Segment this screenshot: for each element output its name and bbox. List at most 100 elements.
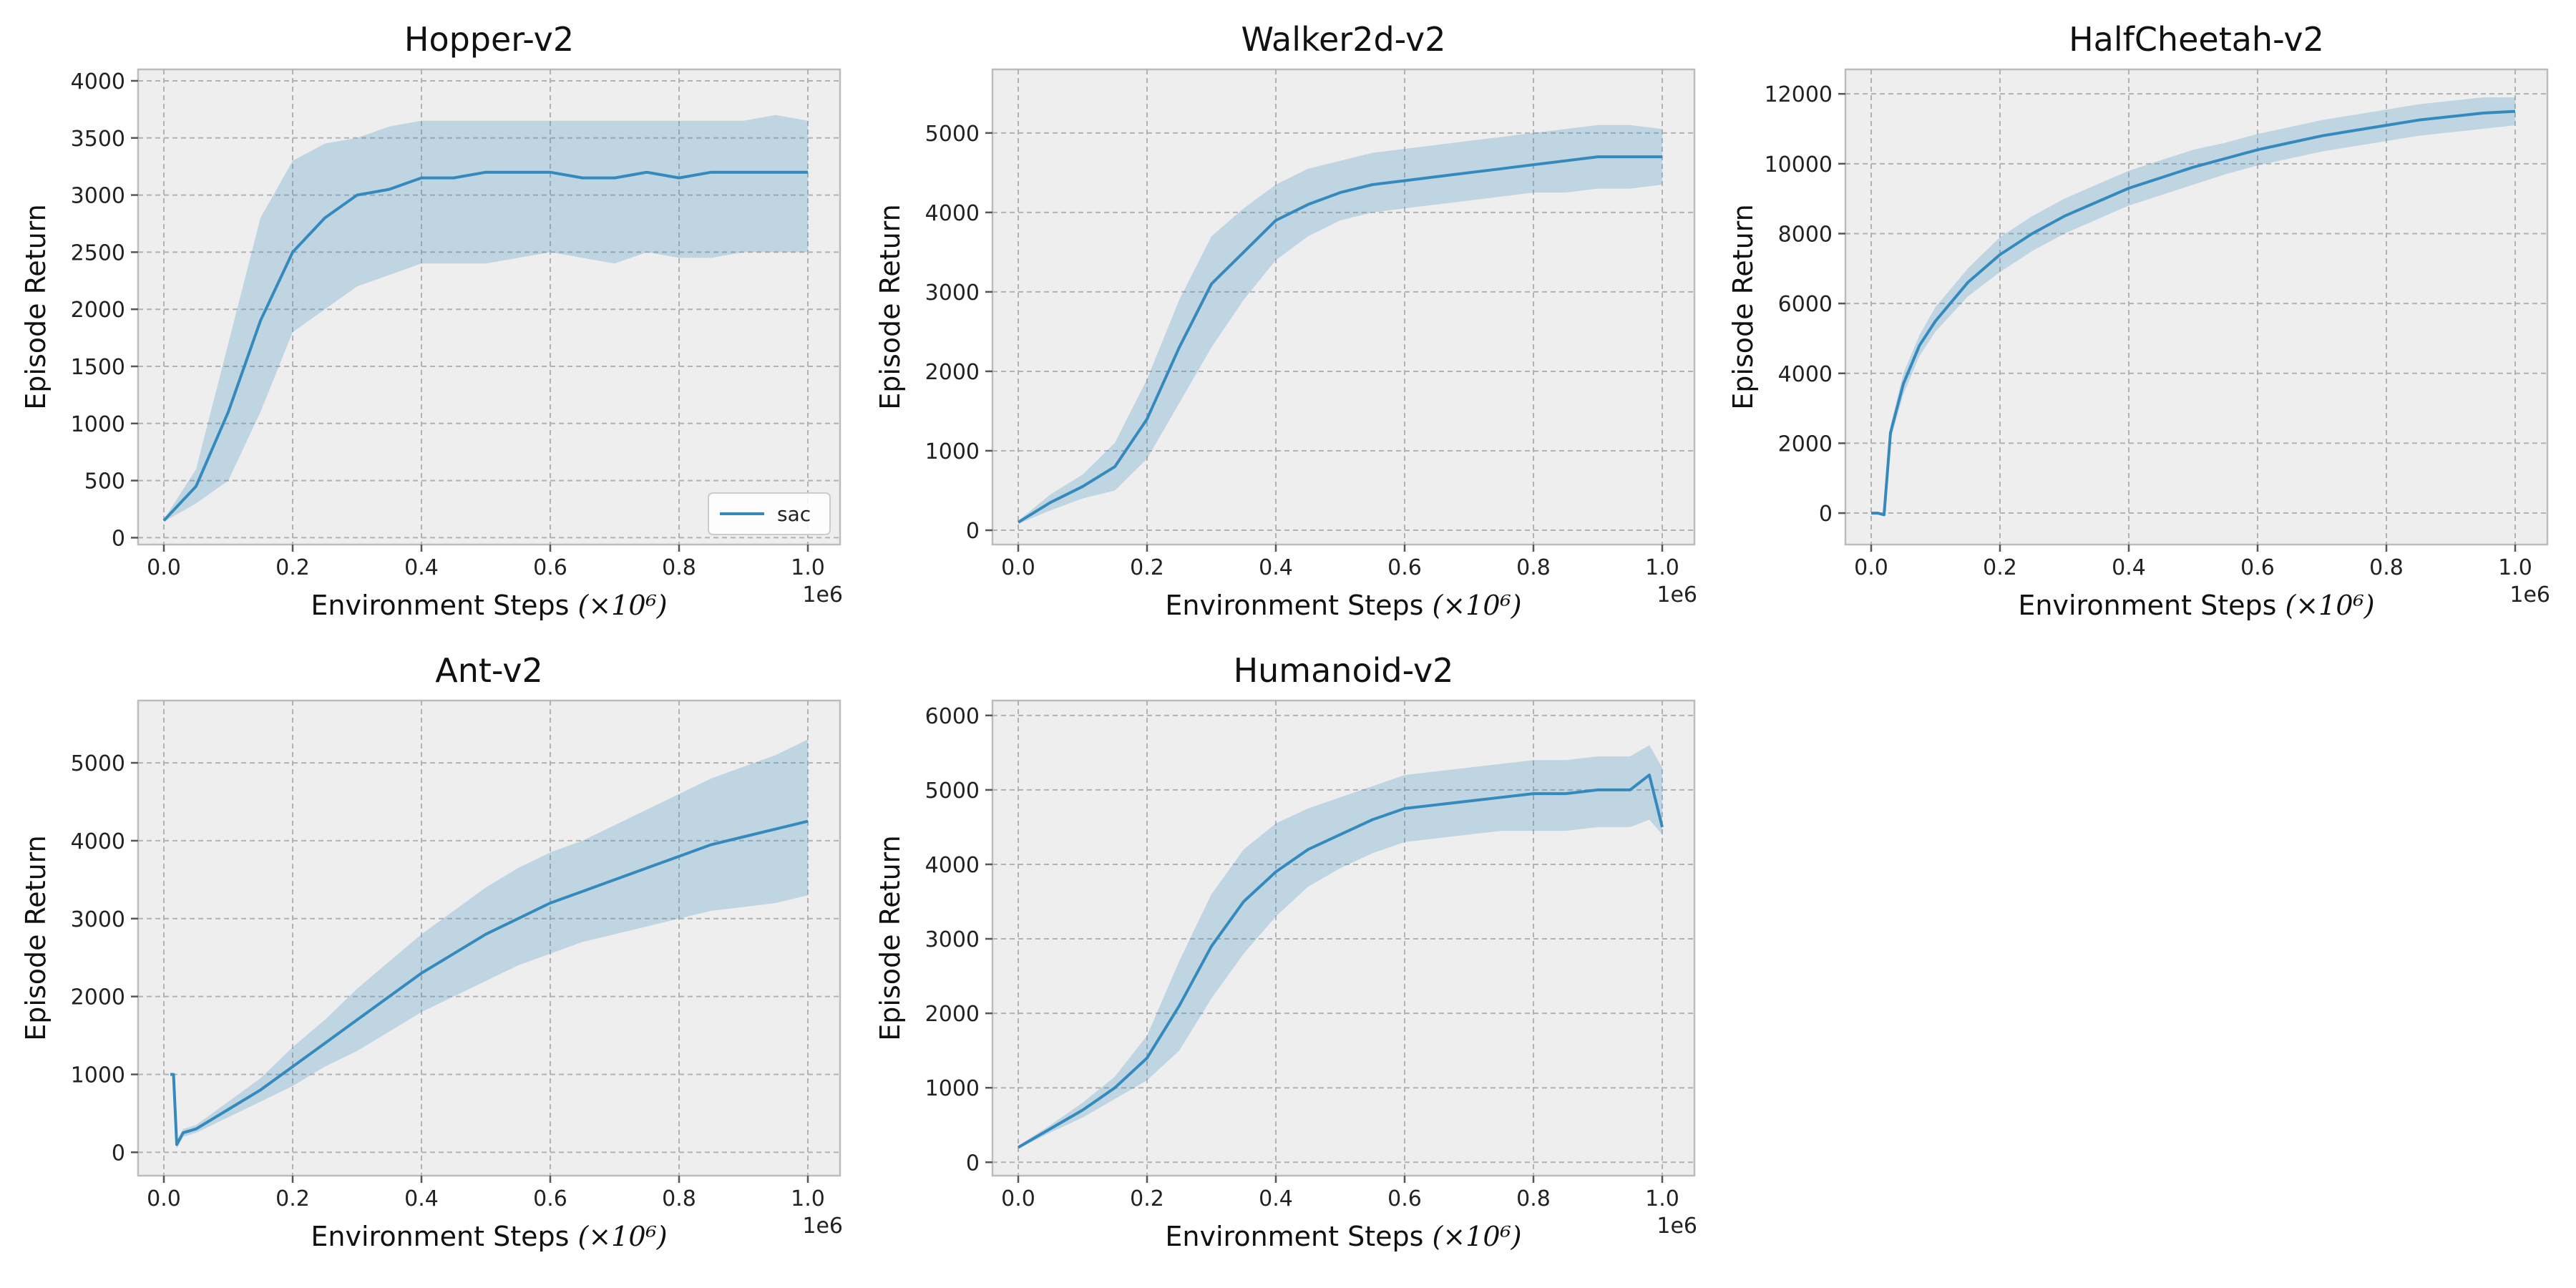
y-tick-label: 1000 [925, 439, 980, 464]
subplot-title: Humanoid-v2 [1234, 651, 1454, 690]
x-tick-label: 0.0 [147, 1186, 181, 1211]
x-tick-label: 0.0 [1001, 1186, 1035, 1211]
y-axis-label: Episode Return [20, 835, 52, 1040]
subplot-4: 0.0 0.2 0.4 0.6 0.8 1.0 0 1000 2000 3000 4000 5000 A… [20, 651, 843, 1252]
y-tick-label: 2000 [1778, 431, 1833, 457]
subplot-3: 0.0 0.2 0.4 0.6 0.8 1.0 0 2000 4000 6000 8000 10000… [1727, 20, 2550, 621]
x-tick-label: 0.4 [2112, 555, 2146, 580]
subplot-title: HalfCheetah-v2 [2069, 20, 2324, 59]
y-tick-label: 10000 [1765, 152, 1833, 177]
y-tick-label: 2000 [71, 298, 125, 323]
x-offset-label: 1e6 [1657, 1214, 1697, 1239]
y-axis-label: Episode Return [1727, 204, 1759, 409]
x-axis-label: Environment Steps (×10⁶) [1165, 1221, 1521, 1252]
y-tick-label: 2500 [71, 240, 125, 265]
x-tick-label: 0.8 [662, 555, 696, 580]
x-offset-label: 1e6 [2509, 582, 2550, 608]
x-axis-unit: (×10⁶) [578, 1221, 668, 1252]
series-sac-band [1018, 125, 1662, 525]
x-tick-label: 0.8 [662, 1186, 696, 1211]
x-axis-unit: (×10⁶) [1433, 590, 1522, 621]
x-offset-label: 1e6 [802, 582, 843, 608]
plot-area [137, 68, 841, 546]
subplot-5: 0.0 0.2 0.4 0.6 0.8 1.0 0 1000 2000 3000 4000 5000 6… [874, 651, 1697, 1252]
y-tick-label: 1000 [71, 1063, 125, 1088]
x-tick-label: 0.2 [275, 1186, 310, 1211]
plot-area [137, 699, 841, 1177]
x-tick-label: 0.0 [147, 555, 181, 580]
y-tick-label: 0 [1819, 502, 1833, 527]
y-tick-label: 3000 [71, 184, 125, 209]
x-tick-label: 0.6 [1387, 1186, 1422, 1211]
y-tick-label: 4000 [71, 69, 125, 94]
x-tick-label: 1.0 [791, 555, 825, 580]
plot-area [991, 699, 1696, 1177]
x-tick-label: 1.0 [791, 1186, 825, 1211]
y-tick-label: 0 [112, 1141, 125, 1166]
x-axis-label: Environment Steps (×10⁶) [1165, 590, 1521, 621]
x-tick-label: 0.4 [404, 1186, 439, 1211]
y-axis-label: Episode Return [874, 204, 906, 409]
x-tick-label: 1.0 [1645, 555, 1679, 580]
x-tick-label: 0.2 [1983, 555, 2017, 580]
y-tick-label: 6000 [925, 704, 980, 729]
y-tick-label: 0 [112, 526, 125, 551]
subplot-title: Ant-v2 [435, 651, 543, 690]
x-tick-label: 0.0 [1001, 555, 1035, 580]
legend-entry: sac [777, 502, 811, 526]
series-sac-band [1018, 745, 1662, 1149]
y-tick-label: 3000 [925, 280, 980, 306]
y-tick-label: 500 [84, 469, 125, 494]
x-tick-label: 0.2 [1130, 555, 1164, 580]
x-axis-unit: (×10⁶) [2285, 590, 2375, 621]
series-sac-band [1871, 97, 2515, 517]
x-axis-unit: (×10⁶) [1433, 1221, 1522, 1252]
x-offset-label: 1e6 [1657, 582, 1697, 608]
legend: sac [708, 492, 831, 535]
y-tick-label: 1000 [71, 412, 125, 437]
subplot-title: Hopper-v2 [404, 20, 574, 59]
x-axis-label: Environment Steps (×10⁶) [311, 590, 667, 621]
x-tick-label: 0.8 [1516, 555, 1551, 580]
y-tick-label: 5000 [71, 751, 125, 776]
x-tick-label: 0.4 [1259, 555, 1293, 580]
y-tick-label: 2000 [925, 360, 980, 385]
y-tick-label: 5000 [925, 779, 980, 804]
y-tick-label: 1000 [925, 1076, 980, 1101]
x-axis-label: Environment Steps (×10⁶) [311, 1221, 667, 1252]
y-tick-label: 0 [966, 1151, 980, 1176]
plot-area [991, 68, 1696, 546]
x-tick-label: 0.0 [1854, 555, 1888, 580]
y-tick-label: 3000 [925, 927, 980, 952]
series-sac-band [170, 739, 808, 1148]
x-tick-label: 0.8 [2369, 555, 2404, 580]
legend-box [708, 492, 831, 535]
x-tick-label: 1.0 [2498, 555, 2532, 580]
subplot-2: 0.0 0.2 0.4 0.6 0.8 1.0 0 1000 2000 3000 4000 5000 W… [874, 20, 1697, 621]
subplot-title: Walker2d-v2 [1241, 20, 1445, 59]
plot-area [1844, 68, 2549, 546]
x-offset-label: 1e6 [802, 1214, 843, 1239]
x-tick-label: 1.0 [1645, 1186, 1679, 1211]
x-tick-label: 0.6 [2240, 555, 2275, 580]
y-tick-label: 8000 [1778, 222, 1833, 247]
y-tick-label: 4000 [925, 853, 980, 878]
y-tick-label: 5000 [925, 122, 980, 147]
x-axis-label: Environment Steps (×10⁶) [2018, 590, 2374, 621]
y-tick-label: 0 [966, 519, 980, 544]
y-tick-label: 4000 [71, 829, 125, 854]
x-tick-label: 0.4 [404, 555, 439, 580]
subplot-1: 0.0 0.2 0.4 0.6 0.8 1.0 0 500 1000 1500 2000 2500 30… [20, 20, 843, 621]
series-sac-line [170, 819, 809, 1146]
x-tick-label: 0.4 [1259, 1186, 1293, 1211]
x-tick-label: 0.2 [275, 555, 310, 580]
y-tick-label: 1500 [71, 355, 125, 380]
y-tick-label: 3000 [71, 907, 125, 932]
x-tick-label: 0.8 [1516, 1186, 1551, 1211]
x-tick-label: 0.6 [1387, 555, 1422, 580]
x-axis-unit: (×10⁶) [578, 590, 668, 621]
x-tick-label: 0.6 [533, 555, 567, 580]
y-axis-label: Episode Return [20, 204, 52, 409]
y-tick-label: 2000 [71, 985, 125, 1010]
